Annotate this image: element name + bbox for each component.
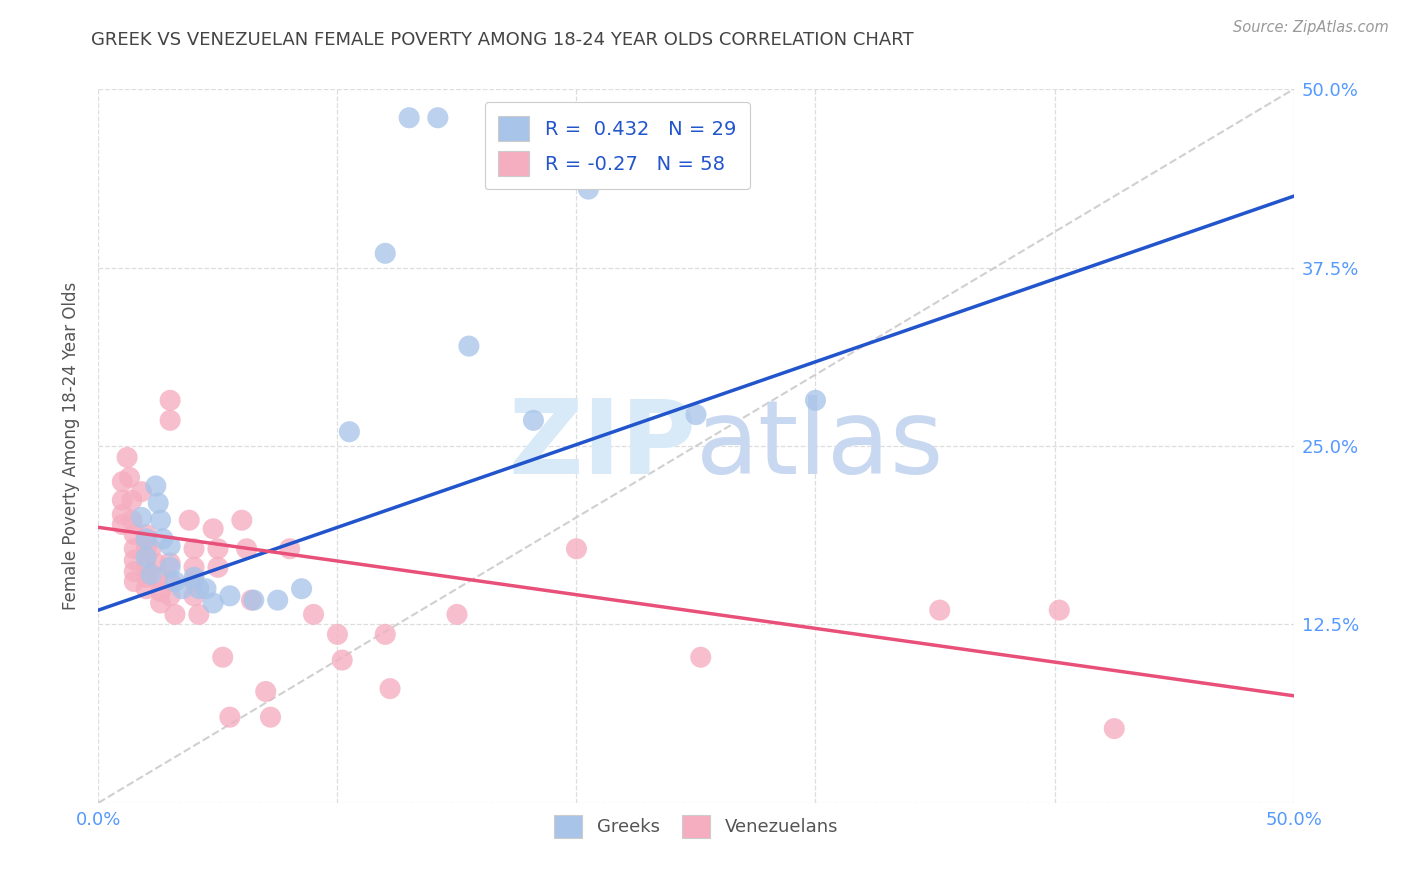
Y-axis label: Female Poverty Among 18-24 Year Olds: Female Poverty Among 18-24 Year Olds [62,282,80,610]
Point [243,593,266,607]
Point [267,593,290,607]
Point [291,582,314,596]
Point [135,570,157,584]
Point [339,425,361,439]
Point [235,541,257,556]
Text: ZIP: ZIP [508,395,696,497]
Point [159,589,181,603]
Point [183,541,205,556]
Point [124,527,146,541]
Point [135,541,157,556]
Point [121,493,143,508]
Point [565,541,588,556]
Point [398,111,420,125]
Legend: Greeks, Venezuelans: Greeks, Venezuelans [547,807,845,845]
Point [139,567,162,582]
Point [163,607,186,622]
Point [124,574,146,589]
Point [211,650,233,665]
Point [928,603,950,617]
Point [259,710,281,724]
Point [231,513,253,527]
Point [202,522,225,536]
Point [326,627,349,641]
Point [111,475,134,489]
Point [111,508,134,522]
Point [121,513,143,527]
Point [149,584,172,599]
Point [302,607,325,622]
Text: GREEK VS VENEZUELAN FEMALE POVERTY AMONG 18-24 YEAR OLDS CORRELATION CHART: GREEK VS VENEZUELAN FEMALE POVERTY AMONG… [91,31,914,49]
Point [124,553,146,567]
Point [152,532,174,546]
Point [183,574,205,589]
Point [172,582,194,596]
Point [195,582,218,596]
Point [1104,722,1126,736]
Point [522,413,544,427]
Point [378,681,401,696]
Point [131,484,153,499]
Point [159,556,181,570]
Point [183,570,205,584]
Point [804,393,827,408]
Text: Source: ZipAtlas.com: Source: ZipAtlas.com [1233,20,1389,35]
Point [149,596,172,610]
Point [148,496,170,510]
Point [330,653,353,667]
Point [135,527,157,541]
Point [148,570,170,584]
Point [115,450,138,465]
Point [1047,603,1070,617]
Point [689,650,711,665]
Point [207,560,229,574]
Point [159,560,181,574]
Point [145,556,167,570]
Text: atlas: atlas [696,395,945,497]
Point [374,627,396,641]
Point [111,517,134,532]
Point [159,539,181,553]
Point [187,607,209,622]
Point [207,541,229,556]
Point [159,574,181,589]
Point [135,560,157,574]
Point [278,541,301,556]
Point [131,510,153,524]
Point [163,574,186,589]
Point [135,550,157,565]
Point [145,479,167,493]
Point [446,607,468,622]
Point [139,541,162,556]
Point [219,589,242,603]
Point [183,589,205,603]
Point [118,470,141,484]
Point [685,408,707,422]
Point [124,541,146,556]
Point [219,710,242,724]
Point [240,593,263,607]
Point [183,560,205,574]
Point [149,513,172,527]
Point [135,582,157,596]
Point [578,182,600,196]
Point [202,596,225,610]
Point [187,582,209,596]
Point [135,532,157,546]
Point [374,246,396,260]
Point [159,393,181,408]
Point [159,413,181,427]
Point [124,565,146,579]
Point [111,493,134,508]
Point [254,684,277,698]
Point [458,339,481,353]
Point [426,111,449,125]
Point [179,513,201,527]
